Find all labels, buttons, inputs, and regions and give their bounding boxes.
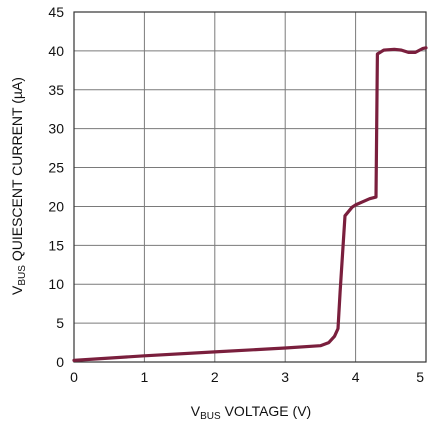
x-tick-label: 4 xyxy=(352,369,360,385)
series-line-quiescent-current xyxy=(72,46,428,362)
x-tick-label: 5 xyxy=(416,369,424,385)
x-tick-label: 2 xyxy=(211,369,219,385)
x-tick-labels: 0 1 2 3 4 5 xyxy=(70,369,424,385)
y-tick-label: 35 xyxy=(48,82,64,98)
y-tick-label: 40 xyxy=(48,43,64,59)
y-tick-label: 25 xyxy=(48,160,64,176)
y-tick-labels: 0 5 10 15 20 25 30 35 40 45 xyxy=(48,4,64,370)
y-tick-label: 15 xyxy=(48,237,64,253)
y-tick-label: 5 xyxy=(56,315,64,331)
x-tick-label: 0 xyxy=(70,369,78,385)
x-axis-label: VBUS VOLTAGE (V) xyxy=(191,403,311,422)
y-tick-label: 20 xyxy=(48,198,64,214)
x-tick-label: 1 xyxy=(141,369,149,385)
x-tick-label: 3 xyxy=(281,369,289,385)
plot-frame xyxy=(73,11,427,363)
y-tick-label: 30 xyxy=(48,121,64,137)
y-tick-label: 10 xyxy=(48,276,64,292)
y-tick-label: 45 xyxy=(48,4,64,20)
y-axis-label: VBUS QUIESCENT CURRENT (µA) xyxy=(9,77,28,295)
y-tick-label: 0 xyxy=(56,354,64,370)
grid xyxy=(74,12,426,362)
